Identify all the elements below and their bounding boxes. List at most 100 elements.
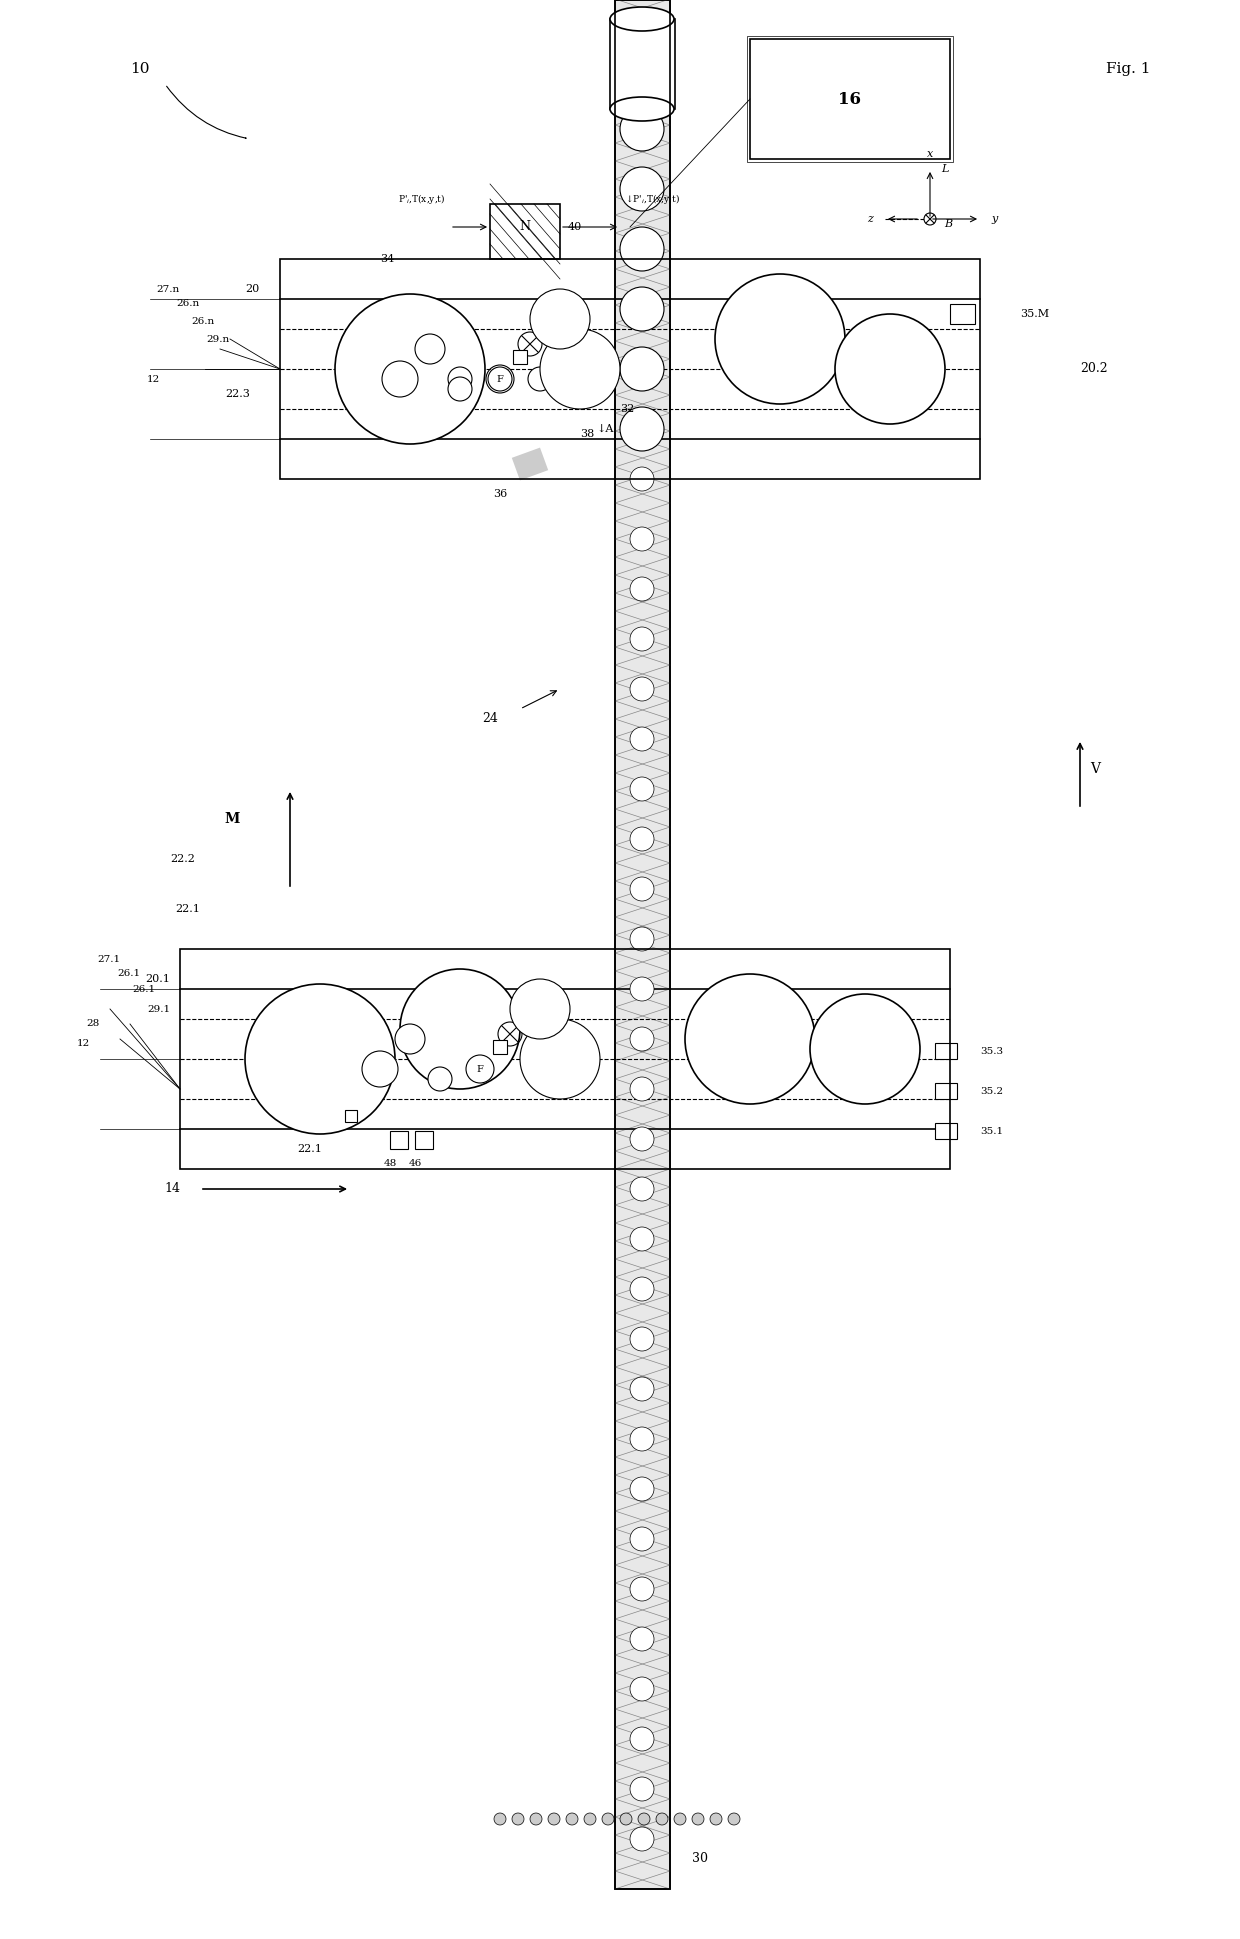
Circle shape xyxy=(684,973,815,1103)
Circle shape xyxy=(246,983,396,1134)
Circle shape xyxy=(528,366,552,392)
Text: 32: 32 xyxy=(620,403,634,415)
Circle shape xyxy=(510,979,570,1039)
Circle shape xyxy=(335,295,485,444)
Text: 26.n: 26.n xyxy=(192,316,215,326)
Bar xyxy=(935,1123,957,1138)
Text: F: F xyxy=(496,374,503,384)
Circle shape xyxy=(630,876,653,902)
Bar xyxy=(280,260,980,479)
Circle shape xyxy=(711,1813,722,1825)
FancyArrowPatch shape xyxy=(166,85,246,138)
Circle shape xyxy=(728,1813,740,1825)
Text: 10: 10 xyxy=(130,62,150,76)
Bar xyxy=(513,351,527,365)
Text: N: N xyxy=(520,221,531,233)
Circle shape xyxy=(415,334,445,365)
Circle shape xyxy=(448,376,472,401)
Text: 12: 12 xyxy=(146,374,160,384)
Circle shape xyxy=(630,1627,653,1650)
Circle shape xyxy=(630,828,653,851)
Circle shape xyxy=(401,970,520,1090)
Circle shape xyxy=(630,1478,653,1501)
Circle shape xyxy=(630,1427,653,1450)
Text: 22.1: 22.1 xyxy=(298,1144,322,1154)
Circle shape xyxy=(692,1813,704,1825)
Text: 26.1: 26.1 xyxy=(117,970,140,979)
Circle shape xyxy=(715,273,844,403)
Text: 27.n: 27.n xyxy=(156,285,180,293)
Circle shape xyxy=(835,314,945,425)
Text: 20.2: 20.2 xyxy=(1080,363,1107,376)
Circle shape xyxy=(630,1076,653,1101)
Bar xyxy=(490,204,560,260)
Circle shape xyxy=(620,107,663,151)
Circle shape xyxy=(630,677,653,702)
Text: ↓P'$_i$,T(x,y,t): ↓P'$_i$,T(x,y,t) xyxy=(625,192,680,206)
Text: 20: 20 xyxy=(246,283,260,295)
Bar xyxy=(950,304,975,324)
Circle shape xyxy=(630,727,653,750)
Circle shape xyxy=(548,1813,560,1825)
Bar xyxy=(345,1109,357,1123)
Bar xyxy=(180,948,950,1169)
Text: 35.1: 35.1 xyxy=(980,1127,1003,1136)
Circle shape xyxy=(630,778,653,801)
Bar xyxy=(391,1130,408,1150)
Text: 40: 40 xyxy=(568,221,583,233)
Circle shape xyxy=(656,1813,668,1825)
Circle shape xyxy=(620,1813,632,1825)
Text: F: F xyxy=(476,1065,484,1074)
Text: ↓A: ↓A xyxy=(361,1065,378,1074)
Circle shape xyxy=(630,1177,653,1200)
Bar xyxy=(415,1130,433,1150)
Bar xyxy=(935,1084,957,1099)
Text: 48: 48 xyxy=(383,1160,397,1169)
Circle shape xyxy=(620,347,663,392)
Text: 36: 36 xyxy=(492,489,507,498)
Text: 38: 38 xyxy=(580,429,594,438)
Circle shape xyxy=(620,407,663,452)
Bar xyxy=(494,1039,507,1055)
Bar xyxy=(316,1097,353,1130)
Circle shape xyxy=(630,1576,653,1602)
Text: 12: 12 xyxy=(77,1039,91,1049)
Circle shape xyxy=(620,287,663,332)
Circle shape xyxy=(630,1326,653,1351)
Text: 46: 46 xyxy=(408,1160,422,1169)
Text: Fig. 1: Fig. 1 xyxy=(1106,62,1149,76)
Text: 35.2: 35.2 xyxy=(980,1086,1003,1096)
Text: 26.n: 26.n xyxy=(177,299,200,308)
Bar xyxy=(615,0,670,1889)
Circle shape xyxy=(512,1813,525,1825)
Circle shape xyxy=(630,1227,653,1251)
Circle shape xyxy=(382,361,418,397)
Circle shape xyxy=(630,1028,653,1051)
Circle shape xyxy=(630,527,653,551)
Text: V: V xyxy=(1090,762,1100,776)
Text: 24: 24 xyxy=(482,712,498,725)
Text: 27.1: 27.1 xyxy=(97,954,120,964)
Text: B: B xyxy=(944,219,952,229)
Circle shape xyxy=(630,1827,653,1852)
Circle shape xyxy=(630,1278,653,1301)
Circle shape xyxy=(620,227,663,271)
Text: 22.3: 22.3 xyxy=(226,390,250,399)
Circle shape xyxy=(630,1677,653,1701)
Text: 20.1: 20.1 xyxy=(145,973,170,983)
Circle shape xyxy=(565,1813,578,1825)
Circle shape xyxy=(620,167,663,211)
Ellipse shape xyxy=(610,97,675,120)
Circle shape xyxy=(584,1813,596,1825)
Circle shape xyxy=(362,1051,398,1088)
Text: 29.1: 29.1 xyxy=(146,1004,170,1014)
Circle shape xyxy=(639,1813,650,1825)
Circle shape xyxy=(630,626,653,652)
Text: 16: 16 xyxy=(838,91,862,107)
Circle shape xyxy=(529,289,590,349)
Ellipse shape xyxy=(610,8,675,31)
Circle shape xyxy=(448,366,472,392)
Text: 28: 28 xyxy=(87,1020,100,1028)
Text: x: x xyxy=(926,149,934,159)
Circle shape xyxy=(529,1813,542,1825)
